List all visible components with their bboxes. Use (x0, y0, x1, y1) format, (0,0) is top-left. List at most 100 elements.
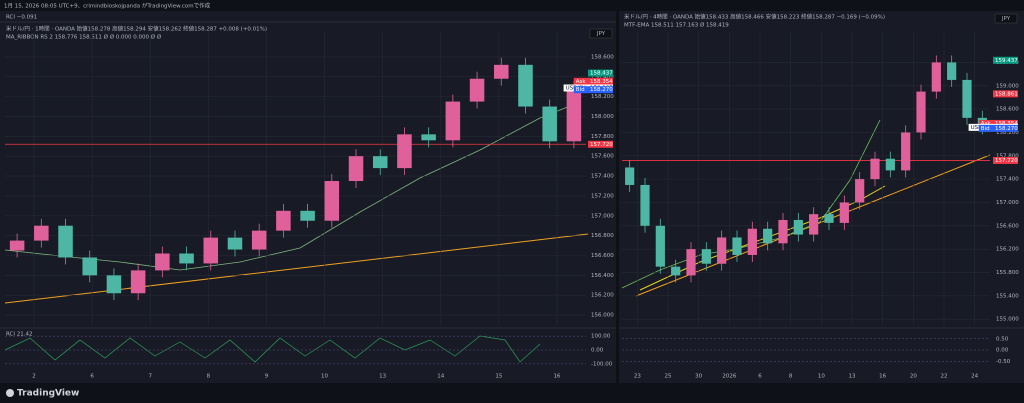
x-tick-label: 22 (941, 374, 948, 380)
candle-body (901, 132, 911, 171)
x-tick-label: 2026 (722, 374, 736, 380)
price-tag-label: 158.437 (590, 71, 613, 77)
tag-name: Ask (576, 79, 587, 85)
candle-body (701, 249, 711, 264)
price-tag (588, 86, 613, 94)
price-tag-label: 159.437 (995, 58, 1018, 64)
currency-box[interactable] (994, 13, 1018, 24)
trend-line (4, 233, 589, 304)
y-tick-label: 157.400 (591, 174, 614, 180)
x-tick-label: 20 (910, 374, 917, 380)
footer (0, 384, 1024, 403)
x-tick-label: 14 (437, 374, 444, 380)
candle-body (9, 240, 25, 251)
x-tick-label: 6 (758, 374, 762, 380)
tag-name-box (573, 77, 588, 85)
tag-name-box (978, 124, 993, 132)
symbol-line: 米ドル/円 · 4時間 · OANDA 始値158.433 高値158.466 … (624, 13, 885, 21)
price-tag-label: 158.354 (590, 79, 613, 85)
candle-body (518, 64, 533, 107)
currency: JPY (1001, 16, 1011, 22)
candle-body (276, 210, 291, 231)
candle-body (824, 214, 834, 223)
candle-body (962, 79, 972, 118)
rci-line (4, 335, 541, 363)
candle-body (763, 228, 773, 244)
rci-label: RCI 21.42 (6, 332, 33, 338)
candle-body (885, 158, 895, 171)
x-tick-label: 16 (553, 374, 560, 380)
x-tick-label: 25 (665, 374, 672, 380)
candle-body (494, 64, 509, 79)
y-tick-label: 158.200 (591, 94, 614, 100)
x-tick-label: 16 (879, 374, 886, 380)
price-tag (993, 156, 1018, 164)
candle-body (58, 225, 73, 258)
x-tick-label: 24 (971, 374, 978, 380)
y-tick-label: 157.000 (591, 213, 614, 219)
candle-body (300, 210, 315, 221)
candle-body (227, 237, 243, 250)
price-tag (588, 77, 613, 85)
tag-name-box (978, 119, 993, 127)
candle-body (179, 253, 194, 264)
x-tick-label: 9 (265, 374, 269, 380)
price-tag-label: 157.720 (590, 142, 613, 148)
price-tag-label: 158.270 (590, 87, 613, 93)
price-tag (993, 90, 1018, 98)
candle-body (421, 134, 436, 141)
y-tick-label: 155.800 (996, 270, 1019, 276)
y-tick-label: 156.200 (591, 293, 614, 299)
indicator-line: MA_RIBBON RS 2 158.776 158.511 Ø Ø 0.000… (6, 34, 162, 41)
candle-body (732, 237, 742, 255)
ribbon-line (4, 105, 571, 271)
y-tick-label: 156.600 (996, 223, 1019, 229)
rci-tick-label: 0.50 (996, 336, 1009, 342)
y-tick-label: 158.400 (591, 74, 614, 80)
y-tick-label: 158.600 (591, 54, 614, 60)
x-tick-label: 13 (849, 374, 856, 380)
indicator-line: MTF-EMA 158.511 157.163 Ø 158.419 (624, 22, 729, 29)
candle-body (372, 156, 388, 169)
candle-body (34, 225, 49, 241)
left-panel (0, 11, 616, 383)
candle-body (931, 62, 941, 92)
price-tag-label: 158.861 (995, 91, 1018, 97)
x-tick-label: 10 (321, 374, 328, 380)
price-tag (993, 124, 1018, 132)
x-tick-label: 30 (695, 374, 702, 380)
candle-body (655, 225, 665, 267)
y-tick-label: 155.400 (996, 293, 1019, 299)
y-tick-label: 157.000 (996, 200, 1019, 206)
y-tick-label: 158.600 (996, 107, 1019, 113)
candle-body (747, 228, 757, 255)
candle-body (106, 275, 122, 294)
x-tick-label: 8 (207, 374, 211, 380)
tag-name: Bid (576, 87, 585, 93)
currency-box[interactable] (589, 28, 613, 39)
y-tick-label: 156.200 (996, 247, 1019, 253)
candle-body (542, 106, 557, 142)
candle-body (778, 219, 788, 244)
y-tick-label: 158.000 (591, 114, 614, 120)
candle-body (397, 134, 412, 169)
y-tick-label: 158.200 (996, 130, 1019, 136)
candle-body (870, 158, 880, 180)
x-tick-label: 13 (379, 374, 386, 380)
candle-body (155, 253, 170, 271)
candle-body (130, 270, 146, 294)
candle-body (839, 202, 849, 223)
y-tick-label: 156.600 (591, 253, 614, 259)
price-tag (993, 56, 1018, 64)
rci-tick-label: -100.00 (591, 361, 613, 367)
candle-body (855, 179, 865, 203)
y-tick-label: 156.800 (591, 233, 614, 239)
price-tag (588, 140, 613, 148)
candle-body (686, 249, 696, 276)
y-tick-label: 157.200 (591, 193, 614, 199)
y-tick-label: 157.800 (591, 134, 614, 140)
y-tick-label: 157.600 (591, 154, 614, 160)
tag-name-box (573, 86, 588, 94)
y-tick-label: 159.000 (996, 83, 1019, 89)
